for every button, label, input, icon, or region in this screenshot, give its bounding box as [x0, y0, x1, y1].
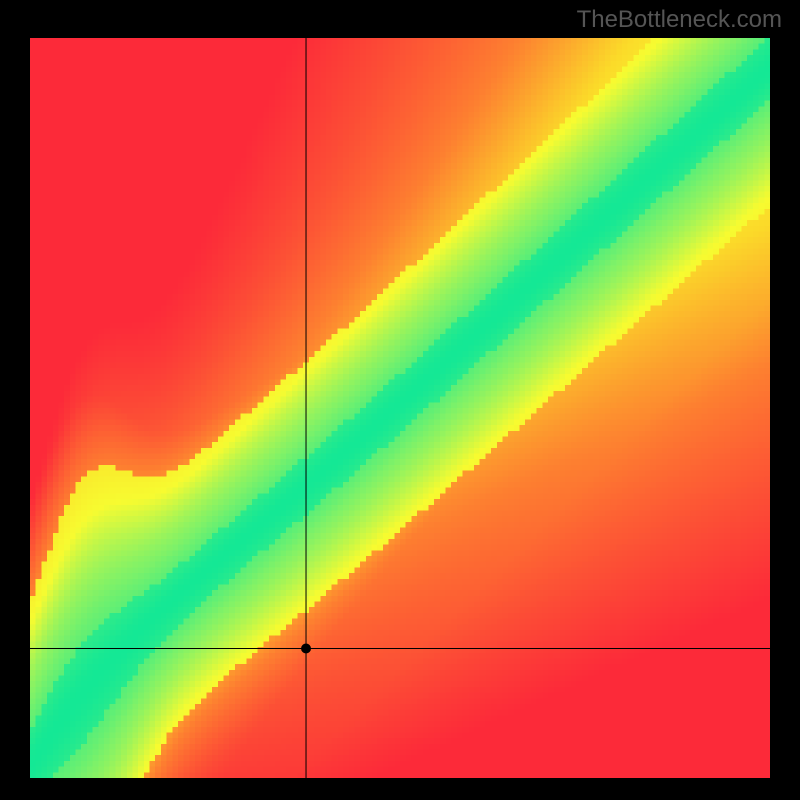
chart-container: TheBottleneck.com	[0, 0, 800, 800]
watermark-text: TheBottleneck.com	[577, 6, 782, 34]
crosshair-dot	[301, 644, 311, 654]
chart-overlay	[30, 38, 770, 778]
